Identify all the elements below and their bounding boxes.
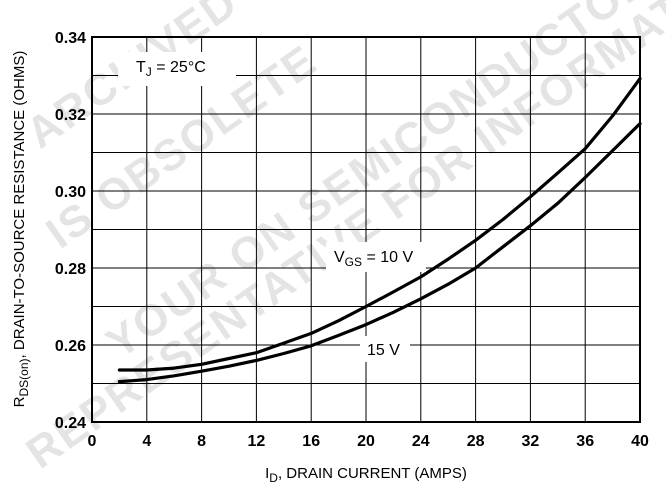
vgs-15-annotation-box [360,336,410,362]
y-axis-label: RDS(on), DRAIN-TO-SOURCE RESISTANCE (OHM… [11,51,31,408]
vgs-10-annotation: VGS = 10 V [326,242,426,272]
y-tick-label: 0.32 [55,107,86,124]
vgs-15-label: 15 V [367,342,400,359]
vgs-15-annotation: 15 V [360,336,410,362]
y-tick-label: 0.26 [55,338,86,355]
y-tick-labels: 0.24 0.26 0.28 0.30 0.32 0.34 [55,30,86,432]
x-tick-label: 0 [88,433,97,450]
series-group [117,77,642,384]
temperature-annotation-box [118,52,236,86]
temperature-annotation-label: TJ = 25°C [136,59,206,79]
y-tick-label: 0.30 [55,184,86,201]
x-tick-label: 4 [142,433,151,450]
x-tick-label: 40 [631,433,649,450]
watermark: ARCHIVED BY FREESCALE SEMICONDUCTOR, INC… [18,0,666,478]
series-line-vgs-10v [117,77,642,372]
plot-frame [91,36,641,423]
y-tick-label: 0.24 [55,415,86,432]
x-tick-label: 36 [576,433,594,450]
y-tick-label: 0.34 [55,30,86,47]
x-tick-label: 8 [197,433,206,450]
x-tick-label: 12 [248,433,266,450]
vgs-10-label: VGS = 10 V [334,249,413,269]
x-tick-label: 24 [412,433,430,450]
x-tick-labels: 0 4 8 12 16 20 24 28 32 36 40 [88,433,649,450]
x-tick-label: 20 [357,433,375,450]
vgs-10-annotation-box [326,242,426,272]
series-line-vgs-15v [117,122,642,384]
temperature-annotation: TJ = 25°C [118,52,236,86]
x-tick-label: 16 [302,433,320,450]
x-tick-label: 32 [522,433,540,450]
y-tick-label: 0.28 [55,261,86,278]
x-axis-label: ID, DRAIN CURRENT (AMPS) [265,465,467,485]
x-tick-label: 28 [467,433,485,450]
